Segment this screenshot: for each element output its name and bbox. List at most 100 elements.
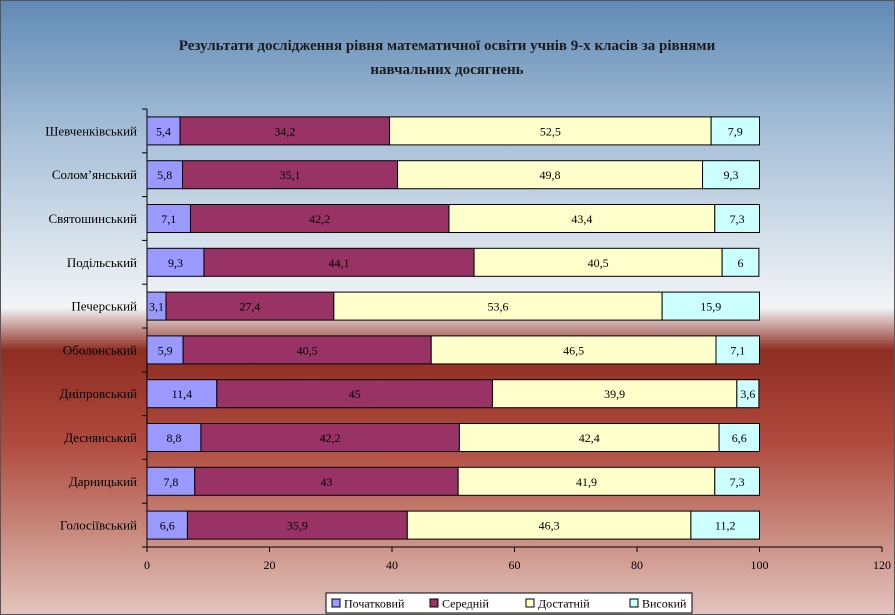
bar-segment: [718, 423, 761, 452]
bar-segment: [714, 204, 760, 233]
bar-segment: [389, 116, 712, 146]
data-label: 46,3: [539, 519, 560, 533]
legend-swatch: [429, 598, 439, 608]
bar-segment: [203, 247, 475, 277]
category-label: Дарницький: [69, 474, 137, 489]
data-label: 43,4: [571, 212, 592, 226]
category-label: Дніпровський: [60, 386, 137, 401]
legend-swatch: [525, 598, 535, 608]
x-tick-label: 40: [386, 558, 398, 572]
bar-segment: [702, 160, 760, 190]
bar-layer: 5,4 34,2 52,5 7,9 5,8 35,1 49,8 9,3 7,1 42,2 43,4 7…: [146, 116, 761, 540]
data-label: 7,9: [728, 124, 743, 138]
data-label: 5,9: [158, 343, 173, 357]
data-label: 15,9: [700, 300, 721, 314]
bar-segment: [491, 379, 738, 409]
data-label: 53,6: [487, 300, 508, 314]
bar-segment: [736, 379, 760, 409]
bar-segment: [216, 379, 493, 409]
legend-label: Початковий: [344, 597, 405, 611]
x-tick-label: 100: [751, 558, 769, 572]
chart-title-line-1: Результати дослідження рівня математично…: [179, 38, 716, 54]
x-tick-label: 120: [873, 558, 891, 572]
bar-segment: [179, 116, 391, 146]
data-label: 7,1: [161, 212, 176, 226]
data-label: 39,9: [604, 387, 625, 401]
data-label: 45: [349, 387, 361, 401]
bar-segment: [710, 116, 760, 146]
bar-segment: [397, 160, 704, 190]
bar-segment: [333, 291, 663, 321]
data-label: 3,1: [149, 300, 164, 314]
data-label: 7,1: [730, 343, 745, 357]
data-label: 5,8: [157, 168, 172, 182]
data-label: 35,1: [280, 168, 301, 182]
axis-layer: 0 20 40 60 80 100 120 Шевченківський Солом’янськ…: [45, 108, 891, 572]
data-label: 5,4: [156, 124, 171, 138]
data-label: 6,6: [732, 431, 747, 445]
data-label: 42,2: [309, 212, 330, 226]
data-label: 6,6: [160, 519, 175, 533]
bar-segment: [182, 160, 399, 190]
category-label: Печерський: [71, 299, 137, 314]
bar-segment: [448, 204, 716, 233]
bar-segment: [146, 510, 188, 540]
data-label: 11,4: [172, 387, 193, 401]
data-label: 11,2: [715, 519, 736, 533]
bar-segment: [186, 510, 408, 540]
category-label: Солом’янський: [52, 167, 137, 182]
data-label: 41,9: [576, 475, 597, 489]
bar-segment: [714, 466, 760, 496]
data-label: 7,3: [730, 212, 745, 226]
data-label: 35,9: [287, 519, 308, 533]
bar-segment: [721, 247, 760, 277]
category-label: Шевченківський: [45, 123, 137, 138]
bar-segment: [430, 335, 717, 365]
x-tick-label: 80: [631, 558, 643, 572]
data-label: 7,8: [163, 475, 178, 489]
legend-label: Середній: [442, 597, 490, 611]
bar-segment: [165, 291, 335, 321]
bar-segment: [690, 510, 761, 540]
data-label: 8,8: [166, 431, 181, 445]
data-label: 3,6: [740, 387, 755, 401]
bar-segment: [146, 160, 184, 190]
bar-segment: [661, 291, 760, 321]
data-label: 40,5: [588, 256, 609, 270]
chart-title-line-2: навчальних досягнень: [370, 62, 523, 78]
data-label: 9,3: [724, 168, 739, 182]
bar-segment: [146, 335, 184, 365]
legend-swatch: [331, 598, 341, 608]
category-label: Подільський: [67, 255, 137, 270]
data-label: 52,5: [540, 124, 561, 138]
data-label: 43: [320, 475, 332, 489]
category-label: Голосіївський: [60, 518, 137, 533]
legend-box: [325, 592, 693, 614]
data-label: 9,3: [168, 256, 183, 270]
data-label: 6: [738, 256, 744, 270]
data-label: 40,5: [297, 343, 318, 357]
bar-segment: [146, 247, 205, 277]
bar-segment: [715, 335, 761, 365]
bar-segment: [406, 510, 692, 540]
legend-label: Достатній: [538, 597, 590, 611]
data-label: 44,1: [329, 256, 350, 270]
data-label: 42,2: [320, 431, 341, 445]
bar-segment: [182, 335, 432, 365]
bar-segment: [146, 204, 191, 233]
category-label: Деснянський: [64, 430, 137, 445]
x-tick-label: 20: [264, 558, 276, 572]
category-label: Оболонський: [63, 342, 137, 357]
data-label: 42,4: [579, 431, 600, 445]
data-label: 46,5: [563, 343, 584, 357]
data-label: 34,2: [274, 124, 295, 138]
category-label: Святошинський: [49, 211, 138, 226]
data-label: 7,3: [730, 475, 745, 489]
data-label: 27,4: [239, 300, 260, 314]
legend-label: Високий: [642, 597, 687, 611]
bar-segment: [189, 204, 450, 233]
x-tick-label: 60: [509, 558, 521, 572]
legend: Початковий Середній Достатній Високий: [325, 592, 693, 614]
